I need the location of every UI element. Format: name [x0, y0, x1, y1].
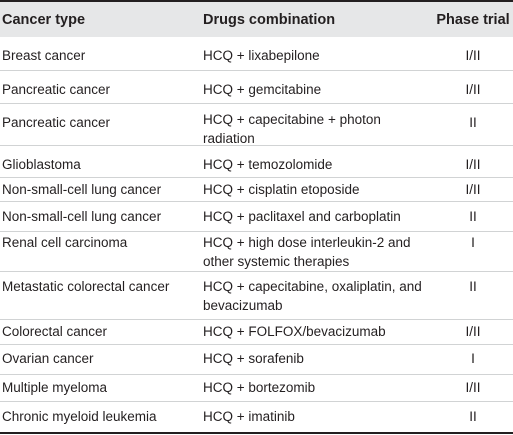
phase-cell: I/II [465, 324, 481, 339]
header-cancer-type: Cancer type [2, 12, 86, 28]
drugs-cell: HCQ + bortezomib [203, 380, 316, 395]
header-phase-trial: Phase trial [436, 12, 510, 28]
drugs-cell: HCQ + sorafenib [203, 351, 304, 366]
drugs-cell: HCQ + imatinib [203, 409, 295, 424]
cancer-type-cell: Renal cell carcinoma [2, 235, 128, 250]
phase-cell: I/II [465, 157, 481, 172]
phase-cell: I [471, 351, 475, 366]
table-row: Non-small-cell lung cancer HCQ + cisplat… [0, 178, 513, 202]
phase-cell: II [469, 279, 477, 294]
table-row: Pancreatic cancer HCQ + capecitabine + p… [0, 104, 513, 146]
header-drugs-combination: Drugs combination [203, 12, 336, 28]
cancer-type-cell: Pancreatic cancer [2, 82, 111, 97]
phase-cell: I/II [465, 380, 481, 395]
cancer-type-cell: Metastatic colorectal cancer [2, 279, 170, 294]
drugs-cell: HCQ + temozolomide [203, 157, 333, 172]
phase-cell: I/II [465, 48, 481, 63]
cancer-type-cell: Colorectal cancer [2, 324, 108, 339]
table-row: Chronic myeloid leukemia HCQ + imatinib … [0, 402, 513, 434]
table-header: Cancer type Drugs combination Phase tria… [0, 0, 513, 37]
drugs-cell: HCQ + capecitabine, oxaliplatin, and bev… [203, 279, 422, 313]
drugs-cell: HCQ + gemcitabine [203, 82, 322, 97]
drugs-cell: HCQ + FOLFOX/bevacizumab [203, 324, 386, 339]
phase-cell: I/II [465, 182, 481, 197]
drugs-cell: HCQ + paclitaxel and carboplatin [203, 209, 401, 224]
drugs-cell: HCQ + high dose interleukin-2 and other … [203, 235, 411, 269]
table-row: Renal cell carcinoma HCQ + high dose int… [0, 232, 513, 272]
table-row: Pancreatic cancer HCQ + gemcitabine I/II [0, 71, 513, 104]
cancer-type-cell: Non-small-cell lung cancer [2, 209, 162, 224]
cancer-type-cell: Pancreatic cancer [2, 115, 111, 130]
table-row: Colorectal cancer HCQ + FOLFOX/bevacizum… [0, 320, 513, 345]
cancer-type-cell: Glioblastoma [2, 157, 81, 172]
table-row: Multiple myeloma HCQ + bortezomib I/II [0, 375, 513, 402]
table-row: Non-small-cell lung cancer HCQ + paclita… [0, 202, 513, 232]
table-row: Metastatic colorectal cancer HCQ + capec… [0, 272, 513, 320]
cancer-type-cell: Ovarian cancer [2, 351, 94, 366]
cancer-type-cell: Multiple myeloma [2, 380, 108, 395]
table-row: Glioblastoma HCQ + temozolomide I/II [0, 146, 513, 178]
drugs-cell: HCQ + capecitabine + photon radiation [203, 112, 381, 146]
phase-cell: I [471, 235, 475, 250]
phase-cell: I/II [465, 82, 481, 97]
cancer-type-cell: Chronic myeloid leukemia [2, 409, 157, 424]
table-row: Ovarian cancer HCQ + sorafenib I [0, 345, 513, 375]
cancer-type-cell: Breast cancer [2, 48, 86, 63]
phase-cell: II [469, 115, 477, 130]
phase-cell: II [469, 409, 477, 424]
table-row: Breast cancer HCQ + lixabepilone I/II [0, 37, 513, 71]
drugs-cell: HCQ + cisplatin etoposide [203, 182, 360, 197]
cancer-type-cell: Non-small-cell lung cancer [2, 182, 162, 197]
phase-cell: II [469, 209, 477, 224]
drugs-cell: HCQ + lixabepilone [203, 48, 320, 63]
